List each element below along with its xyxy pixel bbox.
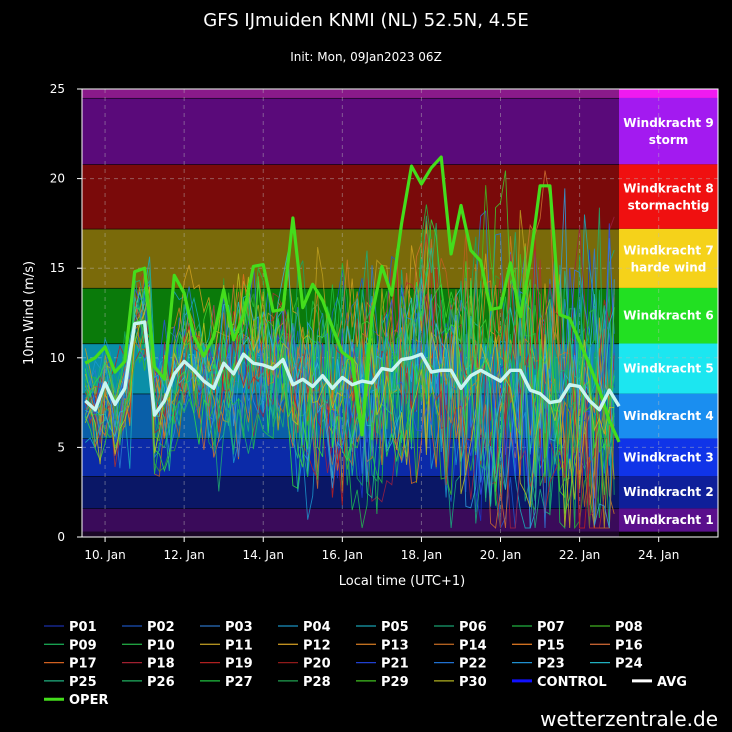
wind-force-label-4: Windkracht 5 bbox=[623, 362, 713, 376]
x-tick-label-1: 12. Jan bbox=[163, 548, 204, 562]
legend-label-p03: P03 bbox=[225, 620, 253, 635]
oper-line bbox=[84, 155, 621, 443]
legend-label-p02: P02 bbox=[147, 620, 175, 635]
wind-band-key-0 bbox=[619, 508, 718, 532]
legend-label-p11: P11 bbox=[225, 638, 253, 653]
x-tick-label-5: 20. Jan bbox=[480, 548, 521, 562]
legend-label-p01: P01 bbox=[69, 620, 97, 635]
chart-subtitle: Init: Mon, 09Jan2023 06Z bbox=[290, 50, 442, 64]
legend-label-p18: P18 bbox=[147, 657, 175, 672]
x-axis-label: Local time (UTC+1) bbox=[339, 574, 465, 589]
wind-band-key-9 bbox=[619, 89, 718, 98]
wind-force-sublabel-8: storm bbox=[649, 133, 689, 147]
legend-label-p14: P14 bbox=[459, 638, 487, 653]
wind-band-0 bbox=[82, 508, 619, 532]
calm-band bbox=[82, 531, 619, 537]
legend-label-p15: P15 bbox=[537, 638, 565, 653]
legend-label-p28: P28 bbox=[303, 675, 331, 690]
ensemble-line-20 bbox=[84, 223, 615, 517]
source-credit: wetterzentrale.de bbox=[540, 707, 718, 731]
ensemble-members bbox=[84, 170, 615, 530]
legend-label-p09: P09 bbox=[69, 638, 97, 653]
wind-band-key-1 bbox=[619, 476, 718, 509]
legend-label-p07: P07 bbox=[537, 620, 565, 635]
legend-label-p25: P25 bbox=[69, 675, 97, 690]
wind-band-key-7 bbox=[619, 164, 718, 229]
plot-frame bbox=[81, 88, 719, 538]
legend-label-avg: AVG bbox=[657, 675, 687, 690]
ensemble-line-28 bbox=[84, 219, 615, 514]
y-tick-label-2: 10 bbox=[50, 351, 65, 365]
legend-label-p05: P05 bbox=[381, 620, 409, 635]
legend-label-p12: P12 bbox=[303, 638, 331, 653]
legend-label-p04: P04 bbox=[303, 620, 331, 635]
x-tick-label-7: 24. Jan bbox=[638, 548, 679, 562]
y-tick-label-4: 20 bbox=[50, 172, 65, 186]
y-axis-label: 10m Wind (m/s) bbox=[22, 261, 37, 365]
legend-label-p16: P16 bbox=[615, 638, 643, 653]
wind-force-label-5: Windkracht 6 bbox=[623, 309, 713, 323]
x-tick-label-0: 10. Jan bbox=[84, 548, 125, 562]
legend-label-control: CONTROL bbox=[537, 675, 607, 690]
ensemble-line-13 bbox=[84, 236, 615, 529]
wind-force-label-0: Windkracht 1 bbox=[623, 513, 713, 527]
wind-force-label-6: Windkracht 7 bbox=[623, 243, 713, 257]
legend-label-p21: P21 bbox=[381, 657, 409, 672]
y-tick-label-5: 25 bbox=[50, 82, 65, 96]
ensemble-line-21 bbox=[84, 238, 615, 529]
legend-label-p19: P19 bbox=[225, 657, 253, 672]
avg-line bbox=[84, 320, 621, 417]
y-tick-label-1: 5 bbox=[57, 440, 65, 454]
wind-force-sublabel-6: harde wind bbox=[631, 260, 707, 274]
wind-force-label-2: Windkracht 3 bbox=[623, 450, 713, 464]
wind-force-label-8: Windkracht 9 bbox=[623, 116, 713, 130]
legend-label-p06: P06 bbox=[459, 620, 487, 635]
wind-band-6 bbox=[82, 228, 619, 288]
chart-title: GFS IJmuiden KNMI (NL) 52.5N, 4.5E bbox=[203, 10, 528, 31]
wind-band-key-6 bbox=[619, 228, 718, 288]
legend-label-p10: P10 bbox=[147, 638, 175, 653]
wind-force-label-3: Windkracht 4 bbox=[623, 409, 713, 423]
x-tick-label-4: 18. Jan bbox=[401, 548, 442, 562]
axes: 0 5 10 15 20 25 10. Jan 12. Jan 14. Jan 16. Jan 18… bbox=[50, 82, 719, 562]
wind-band-key-4 bbox=[619, 343, 718, 394]
y-tick-label-0: 0 bbox=[57, 530, 65, 544]
wind-band-key-3 bbox=[619, 393, 718, 439]
wind-force-sublabel-7: stormachtig bbox=[628, 199, 710, 213]
x-tick-label-3: 16. Jan bbox=[322, 548, 363, 562]
legend-label-oper: OPER bbox=[69, 693, 108, 708]
legend-label-p30: P30 bbox=[459, 675, 487, 690]
legend-label-p08: P08 bbox=[615, 620, 643, 635]
wind-band-key-2 bbox=[619, 438, 718, 477]
wind-band-key-8 bbox=[619, 97, 718, 165]
wind-band-8 bbox=[82, 97, 619, 165]
main-series bbox=[84, 155, 621, 443]
wind-band-key-5 bbox=[619, 287, 718, 344]
legend-label-p26: P26 bbox=[147, 675, 175, 690]
x-tick-label-2: 14. Jan bbox=[243, 548, 284, 562]
legend-label-p24: P24 bbox=[615, 657, 643, 672]
wind-band-7 bbox=[82, 164, 619, 229]
legend-label-p17: P17 bbox=[69, 657, 97, 672]
legend-label-p23: P23 bbox=[537, 657, 565, 672]
wind-force-label-1: Windkracht 2 bbox=[623, 485, 713, 499]
legend-label-p13: P13 bbox=[381, 638, 409, 653]
legend-label-p29: P29 bbox=[381, 675, 409, 690]
wind-band-9 bbox=[82, 89, 619, 98]
legend-label-p27: P27 bbox=[225, 675, 253, 690]
legend-label-p22: P22 bbox=[459, 657, 487, 672]
x-tick-label-6: 22. Jan bbox=[559, 548, 600, 562]
y-tick-label-3: 15 bbox=[50, 261, 65, 275]
legend: P01 P02 P03 P04 P05 P06 P07 P08 P09 P10 P11 P12 P13 P… bbox=[44, 620, 687, 708]
wind-force-label-7: Windkracht 8 bbox=[623, 182, 713, 196]
wind-force-labels: Windkracht 1 Windkracht 2 Windkracht 3 Wind… bbox=[623, 116, 713, 527]
legend-label-p20: P20 bbox=[303, 657, 331, 672]
